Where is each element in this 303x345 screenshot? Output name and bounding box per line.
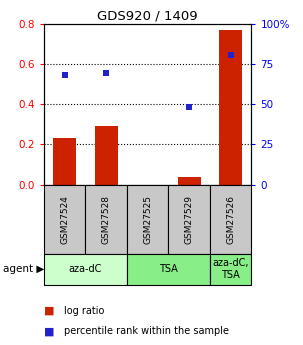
Text: TSA: TSA <box>159 264 178 274</box>
Text: aza-dC: aza-dC <box>69 264 102 274</box>
Bar <box>210 254 251 285</box>
Text: GSM27525: GSM27525 <box>143 195 152 244</box>
Bar <box>44 185 85 254</box>
Bar <box>127 254 210 285</box>
Title: GDS920 / 1409: GDS920 / 1409 <box>97 10 198 23</box>
Bar <box>178 177 201 185</box>
Text: ■: ■ <box>44 326 55 336</box>
Text: GSM27529: GSM27529 <box>185 195 194 244</box>
Text: GSM27524: GSM27524 <box>60 195 69 244</box>
Text: GSM27526: GSM27526 <box>226 195 235 244</box>
Bar <box>53 138 76 185</box>
Text: aza-dC,
TSA: aza-dC, TSA <box>212 258 249 280</box>
Bar <box>44 254 127 285</box>
Text: log ratio: log ratio <box>64 306 104 315</box>
Bar <box>219 30 242 185</box>
Text: ■: ■ <box>44 306 55 315</box>
Bar <box>127 185 168 254</box>
Text: GSM27528: GSM27528 <box>102 195 111 244</box>
Bar <box>210 185 251 254</box>
Bar <box>95 126 118 185</box>
Text: agent ▶: agent ▶ <box>3 264 45 274</box>
Bar <box>85 185 127 254</box>
Bar <box>168 185 210 254</box>
Text: percentile rank within the sample: percentile rank within the sample <box>64 326 229 336</box>
